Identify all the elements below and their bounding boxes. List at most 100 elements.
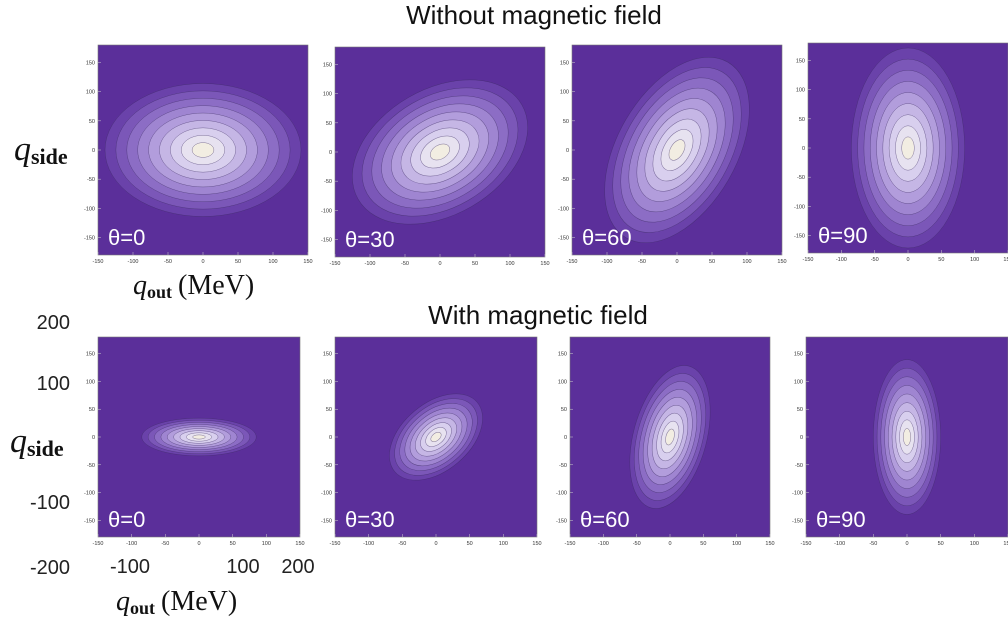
x-tick-label: 50 [467, 541, 473, 547]
y-tick-label: -50 [87, 177, 95, 183]
contour-set [352, 79, 528, 225]
contour-level-9 [665, 428, 675, 446]
contour-level-9 [903, 428, 911, 446]
y-tick-label: -150 [84, 518, 95, 524]
x-tick-label: 50 [472, 261, 478, 267]
x-tick-label: -150 [802, 257, 813, 263]
big-xtick: 200 [281, 556, 314, 578]
x-tick-label: -150 [329, 541, 340, 547]
x-tick-label: -150 [566, 259, 577, 265]
panel-6: 150 100 50 0 -50 -100 -150 -150 -100 -50 0 50 100 150… [556, 336, 775, 547]
row-title-bottom: With magnetic field [428, 300, 648, 330]
x-tick-label: -50 [638, 259, 646, 265]
x-tick-label: -50 [633, 541, 641, 547]
y-tick-label: -150 [558, 236, 569, 242]
top-xlabel-main: q [133, 270, 147, 301]
x-tick-label: 0 [905, 541, 908, 547]
x-tick-label: -150 [800, 541, 811, 547]
y-tick-label: 100 [323, 379, 332, 385]
contour-panels: 150 100 50 0 -50 -100 -150 -150 -100 -50 0 50 100 150… [84, 42, 1008, 547]
x-tick-label: -100 [364, 261, 375, 267]
x-tick-label: 50 [938, 257, 944, 263]
x-tick-label: 100 [970, 257, 979, 263]
bottom-ylabel-main: q [10, 423, 27, 460]
y-tick-label: 50 [561, 407, 567, 413]
theta-label: θ=30 [345, 507, 395, 532]
y-tick-label: 100 [794, 379, 803, 385]
y-tick-label: -100 [556, 491, 567, 497]
y-tick-label: 150 [794, 352, 803, 358]
y-tick-label: 100 [86, 379, 95, 385]
contour-level-9 [901, 136, 915, 160]
y-tick-label: 100 [323, 92, 332, 98]
theta-label: θ=90 [816, 507, 866, 532]
big-ytick: -200 [30, 557, 70, 579]
y-tick-label: 0 [802, 146, 805, 152]
panel-3: 150 100 50 0 -50 -100 -150 -150 -100 -50 0 50 100 150… [794, 42, 1008, 263]
x-tick-label: -50 [869, 541, 877, 547]
y-tick-label: 150 [796, 59, 805, 65]
contour-set [873, 359, 941, 515]
x-tick-label: -150 [92, 541, 103, 547]
y-tick-label: 0 [800, 435, 803, 441]
theta-label: θ=0 [108, 507, 145, 532]
y-tick-label: 150 [558, 352, 567, 358]
y-tick-label: -50 [324, 463, 332, 469]
y-tick-label: -100 [792, 491, 803, 497]
x-tick-label: -100 [127, 259, 138, 265]
bottom-xlabel-main: q [116, 586, 130, 617]
panel-0: 150 100 50 0 -50 -100 -150 -150 -100 -50 0 50 100 150… [84, 44, 313, 265]
contour-level-9 [192, 434, 206, 440]
y-tick-label: -100 [84, 206, 95, 212]
contour-level-9 [430, 143, 450, 161]
x-tick-label: -150 [329, 261, 340, 267]
bottom-xlabel: qout (MeV) [116, 586, 237, 618]
contour-level-9 [191, 142, 215, 158]
y-tick-label: -100 [321, 208, 332, 214]
y-tick-label: -50 [797, 175, 805, 181]
theta-label: θ=60 [580, 507, 630, 532]
theta-label: θ=0 [108, 225, 145, 250]
x-tick-label: 50 [235, 259, 241, 265]
contour-level-9 [430, 431, 442, 443]
top-ylabel-main: q [14, 131, 31, 168]
x-tick-label: -50 [164, 259, 172, 265]
x-tick-label: -150 [92, 259, 103, 265]
panel-2: 150 100 50 0 -50 -100 -150 -150 -100 -50 0 50 100 150… [558, 44, 787, 265]
contour-set [604, 56, 750, 244]
y-tick-label: 100 [560, 90, 569, 96]
x-tick-label: 150 [1003, 541, 1008, 547]
big-xtick: -100 [110, 556, 150, 578]
x-tick-label: -100 [834, 541, 845, 547]
theta-label: θ=90 [818, 223, 868, 248]
x-tick-label: -100 [836, 257, 847, 263]
y-tick-label: 0 [92, 148, 95, 154]
x-tick-label: 100 [268, 259, 277, 265]
x-tick-label: 0 [438, 261, 441, 267]
x-tick-label: 150 [777, 259, 786, 265]
x-tick-label: 150 [540, 261, 549, 267]
contour-set [104, 83, 302, 217]
x-tick-label: 0 [906, 257, 909, 263]
y-tick-label: 100 [796, 88, 805, 94]
x-tick-label: -100 [598, 541, 609, 547]
theta-label: θ=60 [582, 225, 632, 250]
contour-set [389, 393, 483, 481]
x-tick-label: 0 [675, 259, 678, 265]
panel-5: 150 100 50 0 -50 -100 -150 -150 -100 -50 0 50 100 150… [321, 336, 542, 547]
x-tick-label: -100 [126, 541, 137, 547]
contour-set [851, 47, 965, 249]
x-tick-label: 100 [499, 541, 508, 547]
y-tick-label: -50 [561, 177, 569, 183]
y-tick-label: -100 [558, 206, 569, 212]
x-tick-label: 150 [1003, 257, 1008, 263]
y-tick-label: -150 [84, 236, 95, 242]
x-tick-label: 50 [709, 259, 715, 265]
y-tick-label: 0 [566, 148, 569, 154]
x-tick-label: 100 [742, 259, 751, 265]
x-tick-label: 150 [765, 541, 774, 547]
y-tick-label: 50 [799, 117, 805, 123]
x-tick-label: 100 [732, 541, 741, 547]
y-tick-label: 150 [86, 61, 95, 67]
